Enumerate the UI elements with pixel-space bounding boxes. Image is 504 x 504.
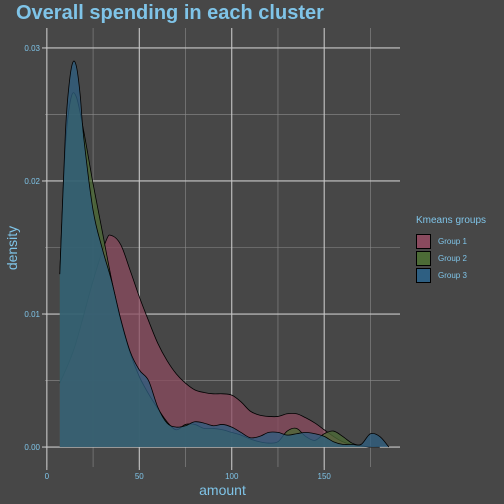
x-tick-label: 150 — [318, 472, 332, 481]
chart-title: Overall spending in each cluster — [16, 2, 324, 24]
y-tick-label: 0.03 — [24, 44, 40, 53]
x-tick-label: 100 — [225, 472, 239, 481]
y-tick-label: 0.02 — [24, 177, 40, 186]
legend-swatch-group-3 — [416, 268, 431, 283]
x-tick-label: 50 — [135, 472, 144, 481]
legend-item-group-3: Group 3 — [416, 267, 486, 284]
density-area-group-3 — [59, 61, 389, 448]
legend-swatch-group-1 — [416, 234, 431, 249]
legend-title: Kmeans groups — [416, 215, 487, 226]
legend-label-group-1: Group 1 — [438, 237, 467, 246]
density-curve-group-3 — [59, 60, 390, 448]
legend: Kmeans groups Group 1 Group 2 Group 3 — [416, 215, 486, 284]
legend-item-group-2: Group 2 — [416, 250, 486, 267]
y-tick-label: 0.01 — [24, 310, 40, 319]
legend-swatch-group-2 — [416, 251, 431, 266]
x-tick-label: 0 — [45, 472, 50, 481]
legend-label-group-2: Group 2 — [438, 254, 467, 263]
y-tick-label: 0.00 — [24, 443, 40, 452]
legend-label-group-3: Group 3 — [438, 271, 467, 280]
y-axis-label: density — [4, 225, 20, 271]
legend-item-group-1: Group 1 — [416, 233, 486, 250]
x-axis-label: amount — [199, 482, 246, 498]
